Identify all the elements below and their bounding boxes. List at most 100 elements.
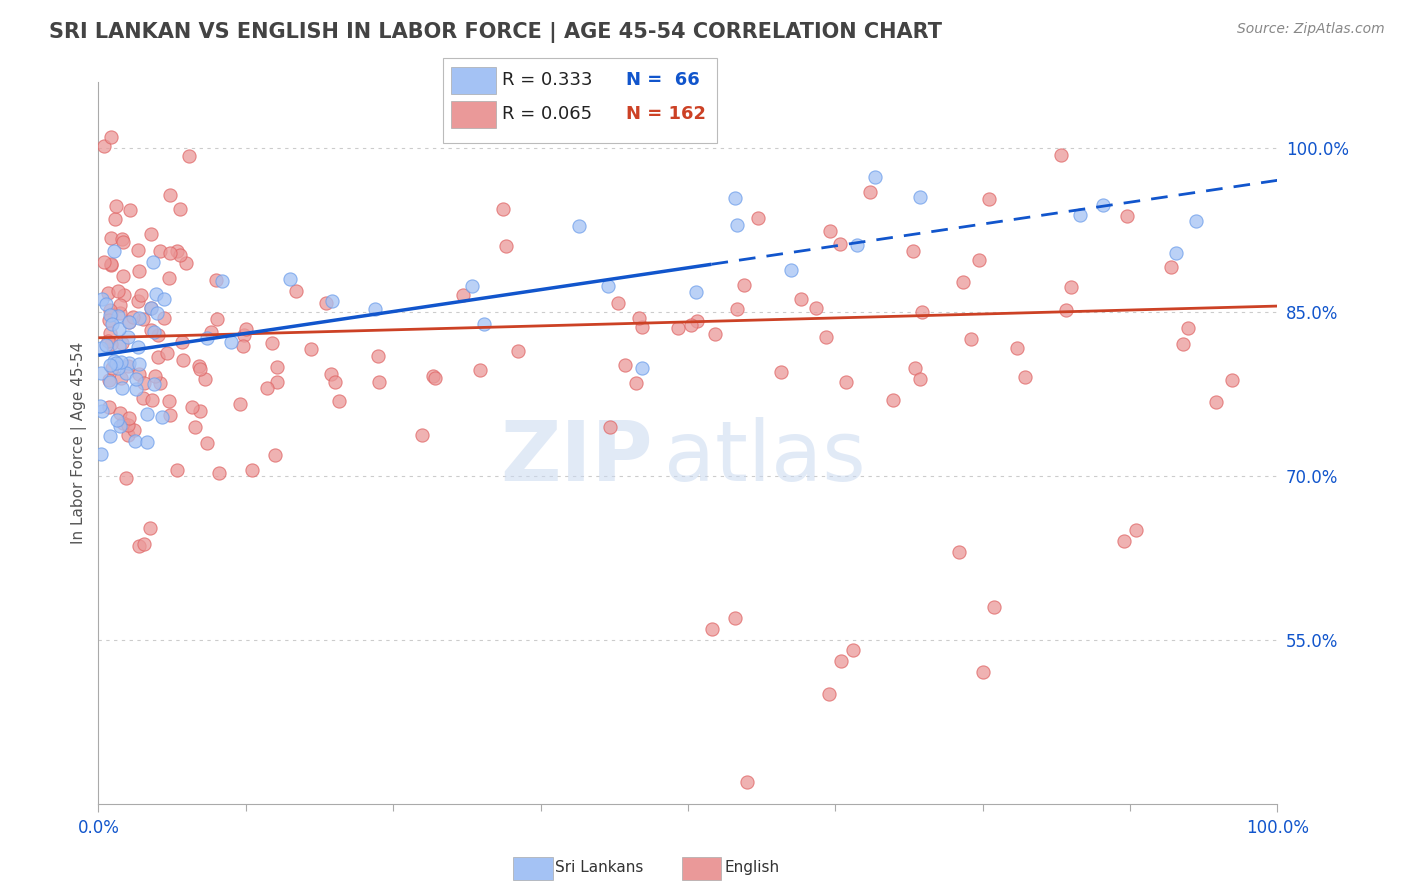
Text: N = 162: N = 162 <box>626 105 706 123</box>
Point <box>89 399 111 413</box>
Point <box>1185 214 1208 228</box>
Point <box>90 403 112 417</box>
Point <box>166 463 188 477</box>
Point <box>141 392 163 407</box>
Point <box>228 397 250 411</box>
Point <box>451 288 474 302</box>
Point <box>180 400 202 414</box>
Point <box>117 359 139 373</box>
Point <box>863 169 886 184</box>
Point <box>118 203 141 218</box>
Point <box>599 420 621 434</box>
Point <box>142 376 165 391</box>
Point <box>908 190 931 204</box>
Point <box>204 273 226 287</box>
Point <box>1177 321 1199 335</box>
Point <box>411 428 433 442</box>
Point <box>733 278 755 293</box>
Point <box>911 304 934 318</box>
Point <box>135 435 157 450</box>
Point <box>174 256 197 270</box>
Point <box>668 321 690 335</box>
Point <box>157 394 180 409</box>
Point <box>103 244 125 259</box>
Point <box>948 545 970 559</box>
Point <box>266 359 288 374</box>
Point <box>139 301 162 316</box>
Point <box>952 276 974 290</box>
Point <box>153 293 176 307</box>
Point <box>188 359 211 373</box>
Point <box>1049 147 1071 161</box>
Point <box>1091 198 1114 212</box>
Point <box>321 368 343 382</box>
Point <box>1205 395 1227 409</box>
Point <box>188 403 211 417</box>
Point <box>979 192 1001 206</box>
Point <box>91 292 114 306</box>
Point <box>108 418 131 433</box>
Point <box>107 322 129 336</box>
Point <box>143 368 166 383</box>
Point <box>100 231 122 245</box>
Point <box>141 227 163 241</box>
Point <box>105 356 128 370</box>
Point <box>240 463 263 477</box>
Text: R = 0.333: R = 0.333 <box>502 71 592 89</box>
Point <box>166 244 188 259</box>
Point <box>104 199 127 213</box>
Point <box>260 336 283 351</box>
Point <box>1171 336 1194 351</box>
Point <box>107 360 129 375</box>
Point <box>153 311 176 326</box>
Point <box>108 306 131 320</box>
Point <box>97 334 120 349</box>
Point <box>98 326 121 341</box>
Point <box>128 310 150 325</box>
Point <box>284 284 307 298</box>
Point <box>208 467 231 481</box>
Point <box>790 292 813 306</box>
Point <box>115 366 138 380</box>
Point <box>315 296 337 310</box>
Point <box>169 248 191 262</box>
Point <box>127 341 149 355</box>
Point <box>195 331 218 345</box>
Point <box>148 328 170 343</box>
Point <box>1160 260 1182 275</box>
Point <box>128 367 150 381</box>
Text: SRI LANKAN VS ENGLISH IN LABOR FORCE | AGE 45-54 CORRELATION CHART: SRI LANKAN VS ENGLISH IN LABOR FORCE | A… <box>49 22 942 44</box>
Point <box>125 372 148 386</box>
Point <box>882 393 904 408</box>
Point <box>232 328 254 343</box>
Point <box>100 336 122 351</box>
Point <box>111 268 134 283</box>
Point <box>845 238 868 252</box>
Point <box>828 236 851 251</box>
Point <box>112 288 135 302</box>
Point <box>149 244 172 259</box>
Point <box>1125 523 1147 537</box>
Point <box>626 376 648 390</box>
Point <box>686 314 709 328</box>
Point <box>169 202 191 216</box>
Point <box>323 376 346 390</box>
Point <box>132 391 155 405</box>
Point <box>100 129 122 144</box>
Point <box>97 373 120 387</box>
Point <box>128 264 150 278</box>
Point <box>606 295 628 310</box>
Point <box>111 232 134 246</box>
Y-axis label: In Labor Force | Age 45-54: In Labor Force | Age 45-54 <box>72 342 87 544</box>
Point <box>117 427 139 442</box>
Point <box>121 310 143 324</box>
Point <box>769 365 792 379</box>
Point <box>146 306 169 320</box>
Point <box>143 325 166 339</box>
Text: Source: ZipAtlas.com: Source: ZipAtlas.com <box>1237 22 1385 37</box>
Point <box>100 258 122 272</box>
Text: English: English <box>724 860 779 874</box>
Point <box>235 322 257 336</box>
Point <box>468 363 491 377</box>
Point <box>908 372 931 386</box>
